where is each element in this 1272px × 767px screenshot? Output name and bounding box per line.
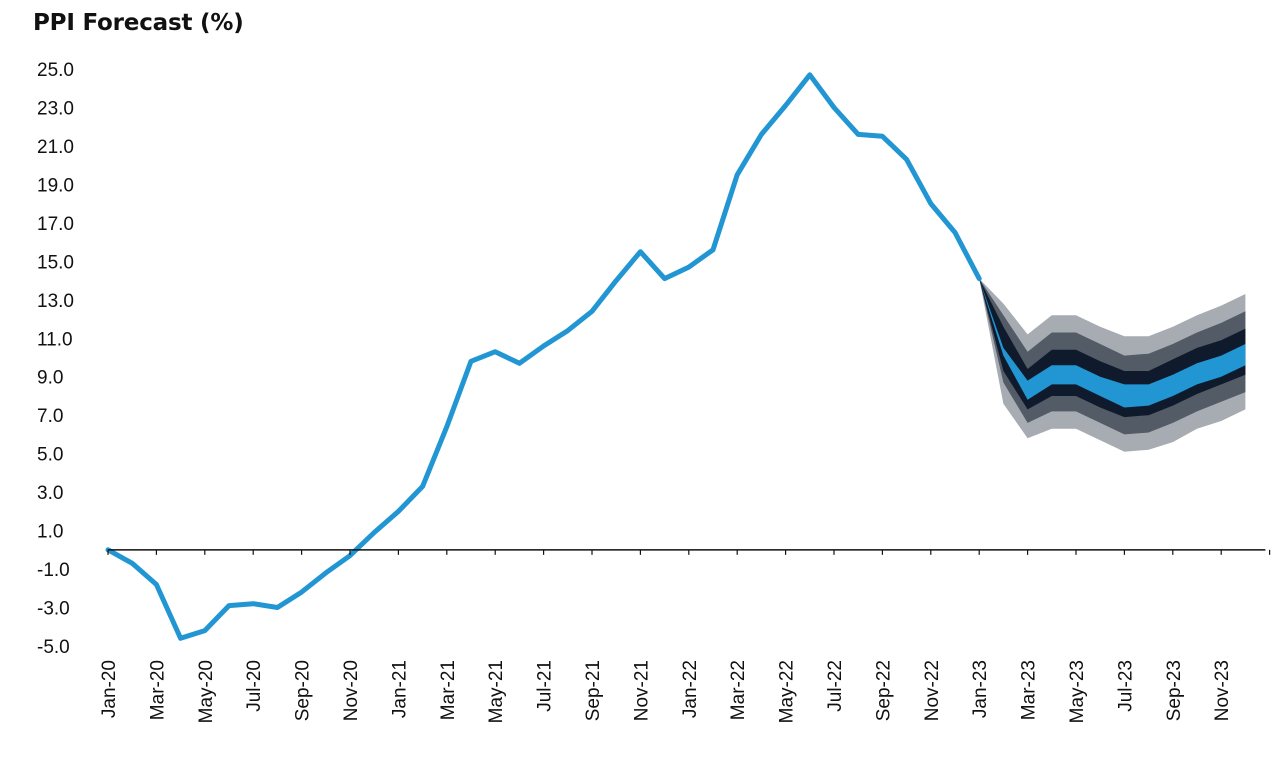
x-tick-label: Sep-20 [293,660,314,721]
x-tick-label: Nov-21 [631,660,652,721]
y-tick-label: 23.0 [37,98,74,119]
x-tick-label: Jul-21 [535,660,556,712]
x-tick-label: May-22 [777,660,798,723]
series-lines [105,72,982,641]
y-axis-tick-labels: 25.0 23.0 21.0 19.0 17.0 15.0 13.0 11.0 9.0 7.0 5.… [37,60,74,658]
x-tick-label: Jul-23 [1115,660,1136,712]
x-tick-label: Nov-22 [922,660,943,721]
x-tick-label: May-21 [486,660,507,723]
x-tick-label: Jan-21 [389,660,410,718]
y-tick-label: 19.0 [37,175,74,196]
y-tick-label: 9.0 [37,368,63,389]
y-tick-label: 3.0 [37,483,63,504]
y-tick-label: 11.0 [37,329,73,350]
x-tick-label: Sep-22 [873,660,894,721]
series-line-1 [105,72,982,641]
y-tick-label: 15.0 [37,252,74,273]
y-tick-label: -3.0 [37,599,70,620]
x-tick-label: Jul-22 [825,660,846,712]
y-tick-label: 17.0 [37,214,74,235]
x-axis-tick-labels: Jan-20 Mar-20 May-20 Jul-20 Sep-20 Nov-20 Jan-… [99,660,1233,723]
x-tick-label: Mar-20 [147,660,168,720]
x-tick-label: Nov-23 [1212,660,1233,721]
y-tick-label: 13.0 [37,291,74,312]
chart-title: PPI Forecast (%) [33,10,244,36]
x-tick-label: Sep-21 [583,660,604,721]
forecast-band-4 [979,278,1246,408]
y-tick-label: 5.0 [37,445,63,466]
x-tick-label: Mar-23 [1019,660,1040,720]
y-tick-label: 21.0 [37,137,74,158]
x-tick-label: Jan-20 [99,660,120,718]
forecast-fan-bands [979,278,1246,452]
x-tick-label: Jan-22 [680,660,701,718]
y-tick-label: 1.0 [37,522,63,543]
x-axis [107,549,1271,555]
x-tick-label: Sep-23 [1164,660,1185,721]
y-tick-label: 25.0 [37,60,74,81]
x-tick-label: Mar-21 [438,660,459,720]
x-tick-label: Mar-22 [728,660,749,720]
y-tick-label: -5.0 [37,637,70,658]
y-tick-label: 7.0 [37,406,63,427]
x-tick-label: Nov-20 [341,660,362,721]
y-tick-label: -1.0 [37,560,70,581]
x-tick-label: Jan-23 [970,660,991,718]
x-tick-label: May-20 [196,660,217,723]
x-tick-label: May-23 [1067,660,1088,723]
x-tick-label: Jul-20 [244,660,265,712]
